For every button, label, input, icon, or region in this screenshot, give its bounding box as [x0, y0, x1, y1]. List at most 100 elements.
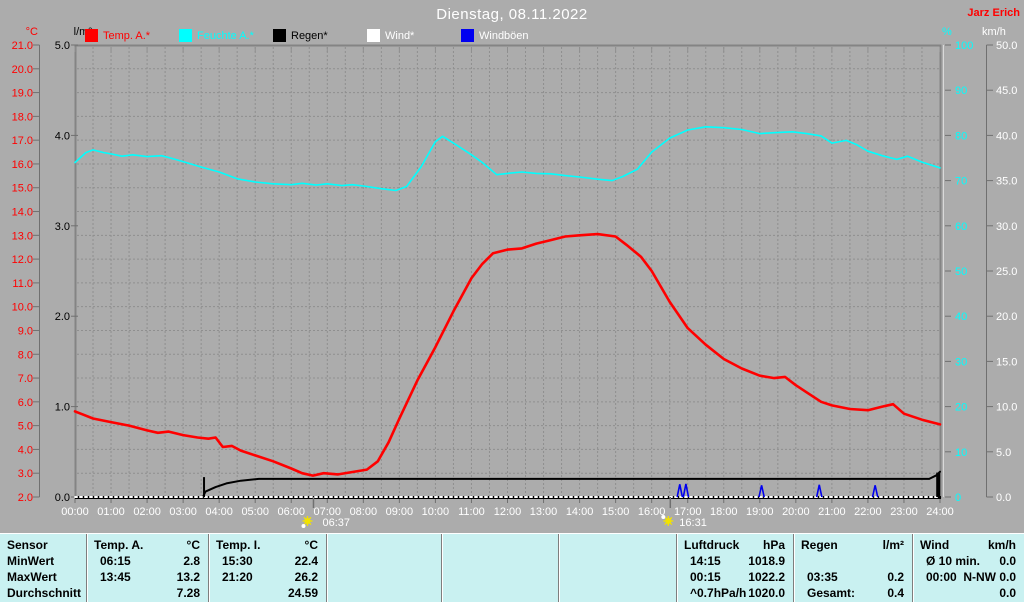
wind-gust-spike [676, 484, 684, 498]
time-tick-label: 01:00 [97, 506, 125, 518]
temp-tick-label: 20.0 [12, 64, 33, 76]
cell-time: ^0.7hPa/h [690, 586, 747, 600]
table-column-empty-4 [558, 534, 676, 602]
humidity-tick-label: 10 [955, 447, 967, 459]
time-tick-label: 24:00 [926, 506, 954, 518]
table-cell [327, 585, 441, 601]
time-tick-label: 04:00 [205, 506, 233, 518]
table-cell: 14:15 1018.9 [677, 553, 793, 569]
wind-tick-label: 0.0 [996, 492, 1011, 504]
rain-tick-label: 3.0 [55, 221, 70, 233]
humidity-tick-label: 70 [955, 176, 967, 188]
wind-tick-label: 40.0 [996, 130, 1017, 142]
table-cell: 03:35 0.2 [794, 569, 912, 585]
table-cell [442, 553, 558, 569]
legend-swatch-icon [273, 29, 286, 42]
sunrise-marker-icon [304, 518, 311, 524]
wind-axis-unit: km/h [982, 26, 1006, 38]
table-cell: 0.0 [913, 585, 1024, 601]
temp-tick-label: 12.0 [12, 254, 33, 266]
cell-value: 0.2 [887, 570, 904, 584]
time-tick-label: 07:00 [314, 506, 342, 518]
sensor-unit: hPa [762, 538, 785, 552]
rain-tick-label: 5.0 [55, 40, 70, 52]
table-cell: 06:15 2.8 [87, 553, 208, 569]
page-title: Dienstag, 08.11.2022 [436, 6, 588, 23]
table-row-labels: Sensor MinWert MaxWert Durchschnitt [0, 534, 86, 602]
cell-time: 21:20 [222, 570, 253, 584]
cell-time: 14:15 [690, 554, 721, 568]
cell-value: 2.8 [183, 554, 200, 568]
cell-value: 26.2 [294, 570, 318, 584]
wind-tick-label: 10.0 [996, 402, 1017, 414]
humidity-tick-label: 50 [955, 266, 967, 278]
table-cell [442, 585, 558, 601]
table-cell: 00:15 1022.2 [677, 569, 793, 585]
table-cell: 00:00 N-NW 0.0 [913, 569, 1024, 585]
wind-gust-spike [682, 483, 690, 498]
rain-tick-label: 1.0 [55, 402, 70, 414]
row-label: Sensor [7, 538, 48, 552]
wind-tick-label: 35.0 [996, 176, 1017, 188]
legend-item-5: Windböen [461, 29, 529, 42]
temp-axis-unit: °C [25, 26, 38, 38]
weather-chart: 00:00 01:00 02:00 03:00 04:00 05:00 06:00 07:00… [12, 40, 1018, 529]
wind-tick-label: 15.0 [996, 356, 1017, 368]
cell-time: 03:35 [807, 570, 838, 584]
temp-tick-label: 10.0 [12, 302, 33, 314]
table-cell [559, 585, 676, 601]
sensor-unit: l/m² [882, 538, 904, 552]
table-column-regen: Regen l/m² 03:35 0.2 Gesamt: 0.4 [793, 534, 912, 602]
time-tick-label: 15:00 [602, 506, 630, 518]
table-column-luftdruck: Luftdruck hPa 14:15 1018.9 00:15 1022.2 ^0.7hP… [676, 534, 793, 602]
wind-tick-label: 5.0 [996, 447, 1011, 459]
cell-value: 1018.9 [748, 554, 785, 568]
table-cell: 7.28 [87, 585, 208, 601]
humidity-tick-label: 100 [955, 40, 973, 52]
sunrise-marker-icon [301, 524, 306, 528]
cell-time: 13:45 [100, 570, 131, 584]
humidity-tick-label: 20 [955, 402, 967, 414]
series-line-temp-a- [73, 232, 942, 477]
cell-time: Ø 10 min. [926, 554, 981, 568]
wind-gust-spike [758, 485, 765, 498]
legend-label: Temp. A.* [103, 29, 151, 42]
sensor-name: Regen [801, 538, 838, 552]
time-tick-label: 17:00 [674, 506, 702, 518]
sunset-marker-icon [661, 515, 666, 519]
time-tick-label: 10:00 [422, 506, 450, 518]
temp-tick-label: 19.0 [12, 88, 33, 100]
humidity-tick-label: 60 [955, 221, 967, 233]
wind-tick-label: 30.0 [996, 221, 1017, 233]
humidity-tick-label: 30 [955, 356, 967, 368]
wind-tick-label: 20.0 [996, 311, 1017, 323]
table-cell: Ø 10 min. 0.0 [913, 553, 1024, 569]
column-header: Regen l/m² [794, 537, 912, 553]
sensor-name: Temp. A. [94, 538, 144, 552]
legend-label: Windböen [479, 29, 529, 42]
row-label: Durchschnitt [7, 586, 82, 600]
table-cell: ^0.7hPa/h 1020.0 [677, 585, 793, 601]
humidity-tick-label: 90 [955, 85, 967, 97]
sensor-name: Wind [920, 538, 950, 552]
humidity-tick-label: 80 [955, 130, 967, 142]
time-tick-label: 06:00 [277, 506, 305, 518]
cell-value: 0.0 [999, 586, 1016, 600]
cell-value: 0.4 [887, 586, 904, 600]
cell-value: 7.28 [176, 586, 200, 600]
time-tick-label: 20:00 [782, 506, 810, 518]
temp-tick-label: 11.0 [12, 278, 33, 290]
temp-tick-label: 17.0 [12, 135, 33, 147]
table-cell: 15:30 22.4 [209, 553, 326, 569]
legend-item-2: Feuchte A.* [179, 29, 254, 42]
cell-value: 0.0 [999, 554, 1016, 568]
time-tick-label: 22:00 [854, 506, 882, 518]
legend-label: Regen* [291, 29, 328, 42]
cell-time: Gesamt: [807, 586, 856, 600]
time-tick-label: 18:00 [710, 506, 738, 518]
temp-tick-label: 21.0 [12, 40, 33, 52]
sensor-unit: °C [304, 538, 318, 552]
table-column-empty-3 [441, 534, 558, 602]
time-tick-label: 14:00 [566, 506, 594, 518]
